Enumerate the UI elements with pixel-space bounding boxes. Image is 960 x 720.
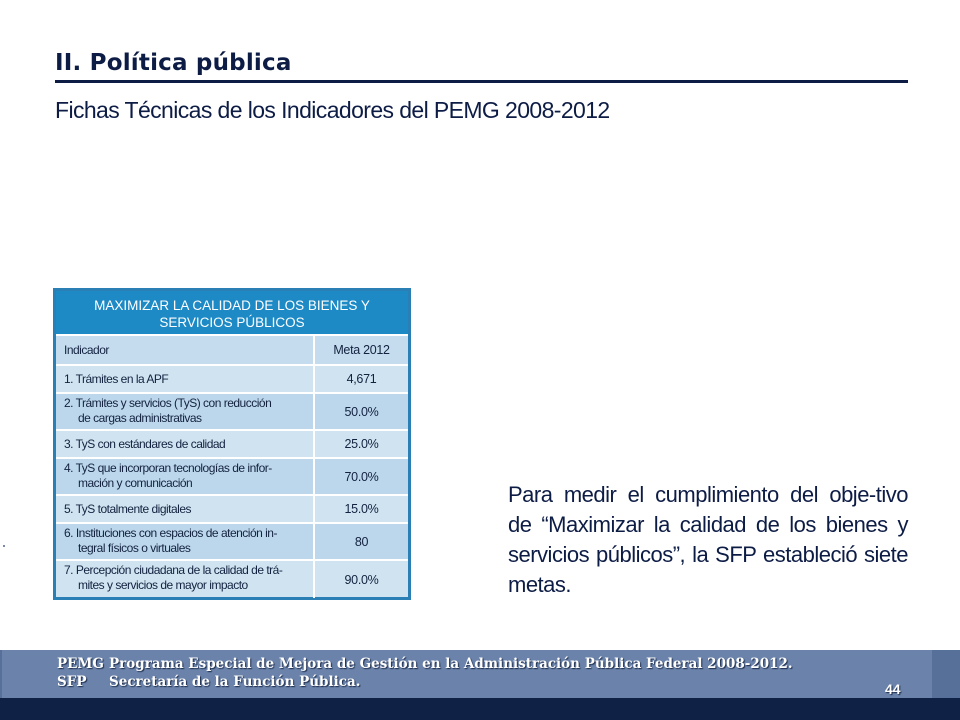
indicator-name-line2: de cargas administrativas: [78, 411, 202, 425]
column-header-indicator: Indicador: [56, 336, 315, 364]
indicator-name: 5. TyS totalmente digitales: [56, 496, 315, 522]
section-title: II. Política pública: [55, 50, 292, 76]
table-row: 5. TyS totalmente digitales 15.0%: [56, 496, 408, 524]
indicator-goal: 90.0%: [344, 572, 379, 587]
indicator-name-line2: mites y servicios de mayor impacto: [78, 578, 248, 592]
indicator-name: 4. TyS que incorporan tecnologías de inf…: [56, 459, 315, 494]
page-subtitle: Fichas Técnicas de los Indicadores del P…: [55, 97, 610, 123]
page-number: 44: [885, 681, 901, 697]
table-column-header: Indicador Meta 2012: [56, 336, 408, 366]
table-row: 2. Trámites y servicios (TyS) con reducc…: [56, 394, 408, 431]
indicator-name-line1: 4. TyS que incorporan tecnologías de inf…: [64, 461, 272, 475]
footer-abbr-pemg: PEMG: [57, 656, 104, 672]
indicator-name: 1. Trámites en la APF: [56, 366, 315, 392]
table-row: 3. TyS con estándares de calidad 25.0%: [56, 431, 408, 459]
footer-band: [0, 650, 960, 698]
indicator-goal: 25.0%: [344, 437, 379, 451]
table-row: 7. Percepción ciudadana de la calidad de…: [56, 561, 408, 598]
indicator-name-line2: mación y comunicación: [78, 476, 193, 490]
column-header-goal: Meta 2012: [333, 343, 390, 357]
indicator-name: 3. TyS con estándares de calidad: [56, 431, 315, 457]
indicator-name-line1: 7. Percepción ciudadana de la calidad de…: [64, 563, 283, 577]
indicator-goal: 70.0%: [344, 469, 379, 484]
footer-abbr-sfp: SFP: [57, 674, 87, 690]
footer-text-pemg: Programa Especial de Mejora de Gestión e…: [109, 656, 793, 672]
summary-paragraph: Para medir el cumplimiento del obje-tivo…: [508, 482, 909, 597]
footer-text-sfp: Secretaría de la Función Pública.: [109, 674, 361, 690]
table-title-line1: MAXIMIZAR LA CALIDAD DE LOS BIENES Y: [94, 298, 370, 313]
indicator-name-line1: 6. Instituciones con espacios de atenció…: [64, 526, 277, 540]
footer-note-sfp: SFP Secretaría de la Función Pública.: [57, 674, 360, 690]
indicator-goal: 50.0%: [344, 404, 379, 419]
indicator-goal: 4,671: [346, 372, 377, 386]
table-row: 4. TyS que incorporan tecnologías de inf…: [56, 459, 408, 496]
footer-band-inner: [2, 650, 932, 698]
footer-note-pemg: PEMG Programa Especial de Mejora de Gesti…: [57, 656, 793, 672]
table-title-line2: SERVICIOS PÚBLICOS: [159, 315, 305, 330]
indicator-name-line2: tegral físicos o virtuales: [78, 541, 191, 555]
stray-mark: [3, 545, 5, 547]
indicator-name-line1: 2. Trámites y servicios (TyS) con reducc…: [64, 396, 272, 410]
indicator-goal: 15.0%: [344, 502, 379, 516]
footer-bottom-bar: [0, 698, 960, 720]
indicator-name: 6. Instituciones con espacios de atenció…: [56, 524, 315, 559]
table-title: MAXIMIZAR LA CALIDAD DE LOS BIENES Y SER…: [56, 291, 408, 336]
table-row: 6. Instituciones con espacios de atenció…: [56, 524, 408, 561]
title-underline: [55, 80, 908, 83]
indicator-goal: 80: [354, 534, 369, 549]
table-row: 1. Trámites en la APF 4,671: [56, 366, 408, 394]
indicator-name: 2. Trámites y servicios (TyS) con reducc…: [56, 394, 315, 429]
indicators-table: MAXIMIZAR LA CALIDAD DE LOS BIENES Y SER…: [53, 288, 411, 600]
indicator-name: 7. Percepción ciudadana de la calidad de…: [56, 561, 315, 598]
